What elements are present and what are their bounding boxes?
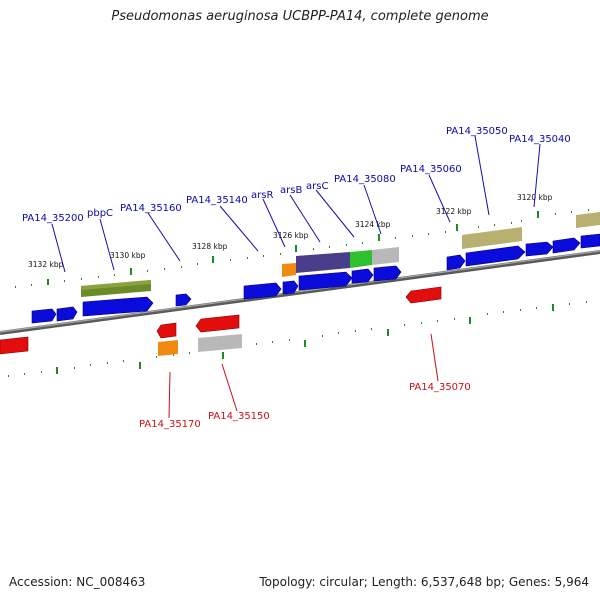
feature-bars xyxy=(81,212,600,356)
feature-bar-arsb xyxy=(296,252,350,273)
feature-bar-edge xyxy=(576,212,600,228)
reverse-gene-labels: PA14_35170 PA14_35150 PA14_35070 xyxy=(139,382,471,430)
feature-bar-pa14-35170 xyxy=(158,340,178,356)
forward-gene-arrow xyxy=(552,237,581,254)
leader-lines xyxy=(51,135,541,419)
scale-label: 3126 kbp xyxy=(273,231,309,240)
forward-gene-arrow xyxy=(82,296,154,317)
genome-backbone-highlight xyxy=(0,250,600,333)
gene-label-pa14-35070: PA14_35070 xyxy=(409,382,471,393)
forward-gene-arrow xyxy=(282,280,299,295)
lower-scale-track xyxy=(8,301,587,377)
forward-gene-arrow xyxy=(351,268,374,284)
gene-label-pa14-35150: PA14_35150 xyxy=(208,411,270,422)
reverse-gene-arrow xyxy=(156,322,177,339)
gene-label-pa14-35160: PA14_35160 xyxy=(120,203,182,214)
gene-label-arsr: arsR xyxy=(251,190,273,201)
forward-gene-arrow xyxy=(446,254,466,271)
genome-stats-text: Topology: circular; Length: 6,537,648 bp… xyxy=(259,575,589,589)
genome-backbone xyxy=(0,250,600,335)
gene-label-pa14-35060: PA14_35060 xyxy=(400,164,462,175)
forward-gene-arrow xyxy=(243,282,282,300)
feature-bar-pa14-35150 xyxy=(198,334,242,352)
forward-gene-arrow xyxy=(465,245,526,267)
feature-bar-arsr xyxy=(282,263,296,277)
feature-bar-pa14-35080 xyxy=(372,247,399,265)
forward-gene-arrow xyxy=(298,271,353,291)
feature-bar-arsc xyxy=(350,250,372,268)
forward-gene-arrow xyxy=(580,233,600,249)
forward-gene-arrow xyxy=(56,306,78,322)
gene-label-pa14-35140: PA14_35140 xyxy=(186,195,248,206)
reverse-gene-arrow xyxy=(405,286,442,304)
gene-label-pa14-35170: PA14_35170 xyxy=(139,419,201,430)
reverse-genes xyxy=(0,286,442,355)
gene-label-pa14-35080: PA14_35080 xyxy=(334,174,396,185)
gene-label-pa14-35040: PA14_35040 xyxy=(509,134,571,145)
scale-label: 3130 kbp xyxy=(110,251,146,260)
forward-gene-arrow xyxy=(31,308,57,324)
feature-bar-pa14-35050 xyxy=(462,227,522,249)
scale-label: 3128 kbp xyxy=(192,242,228,251)
page-title: Pseudomonas aeruginosa UCBPP-PA14, compl… xyxy=(111,9,489,24)
gene-label-pa14-35200: PA14_35200 xyxy=(22,213,84,224)
forward-genes xyxy=(31,233,600,324)
scale-label: 3132 kbp xyxy=(28,260,64,269)
forward-gene-labels: PA14_35200 pbpC PA14_35160 PA14_35140 ar… xyxy=(22,126,571,224)
gene-label-pa14-35050: PA14_35050 xyxy=(446,126,508,137)
upper-scale-track xyxy=(15,209,589,288)
gene-label-arsb: arsB xyxy=(280,185,302,196)
accession-text: Accession: NC_008463 xyxy=(9,575,146,589)
forward-gene-arrow xyxy=(525,241,554,257)
forward-gene-arrow xyxy=(373,265,402,282)
scale-label: 3122 kbp xyxy=(436,207,472,216)
reverse-gene-arrow xyxy=(195,314,240,333)
scale-label: 3124 kbp xyxy=(355,220,391,229)
reverse-gene-arrow xyxy=(0,336,29,355)
forward-gene-arrow xyxy=(175,293,192,307)
gene-label-arsc: arsC xyxy=(306,181,328,192)
gene-label-pbpc: pbpC xyxy=(87,208,113,219)
